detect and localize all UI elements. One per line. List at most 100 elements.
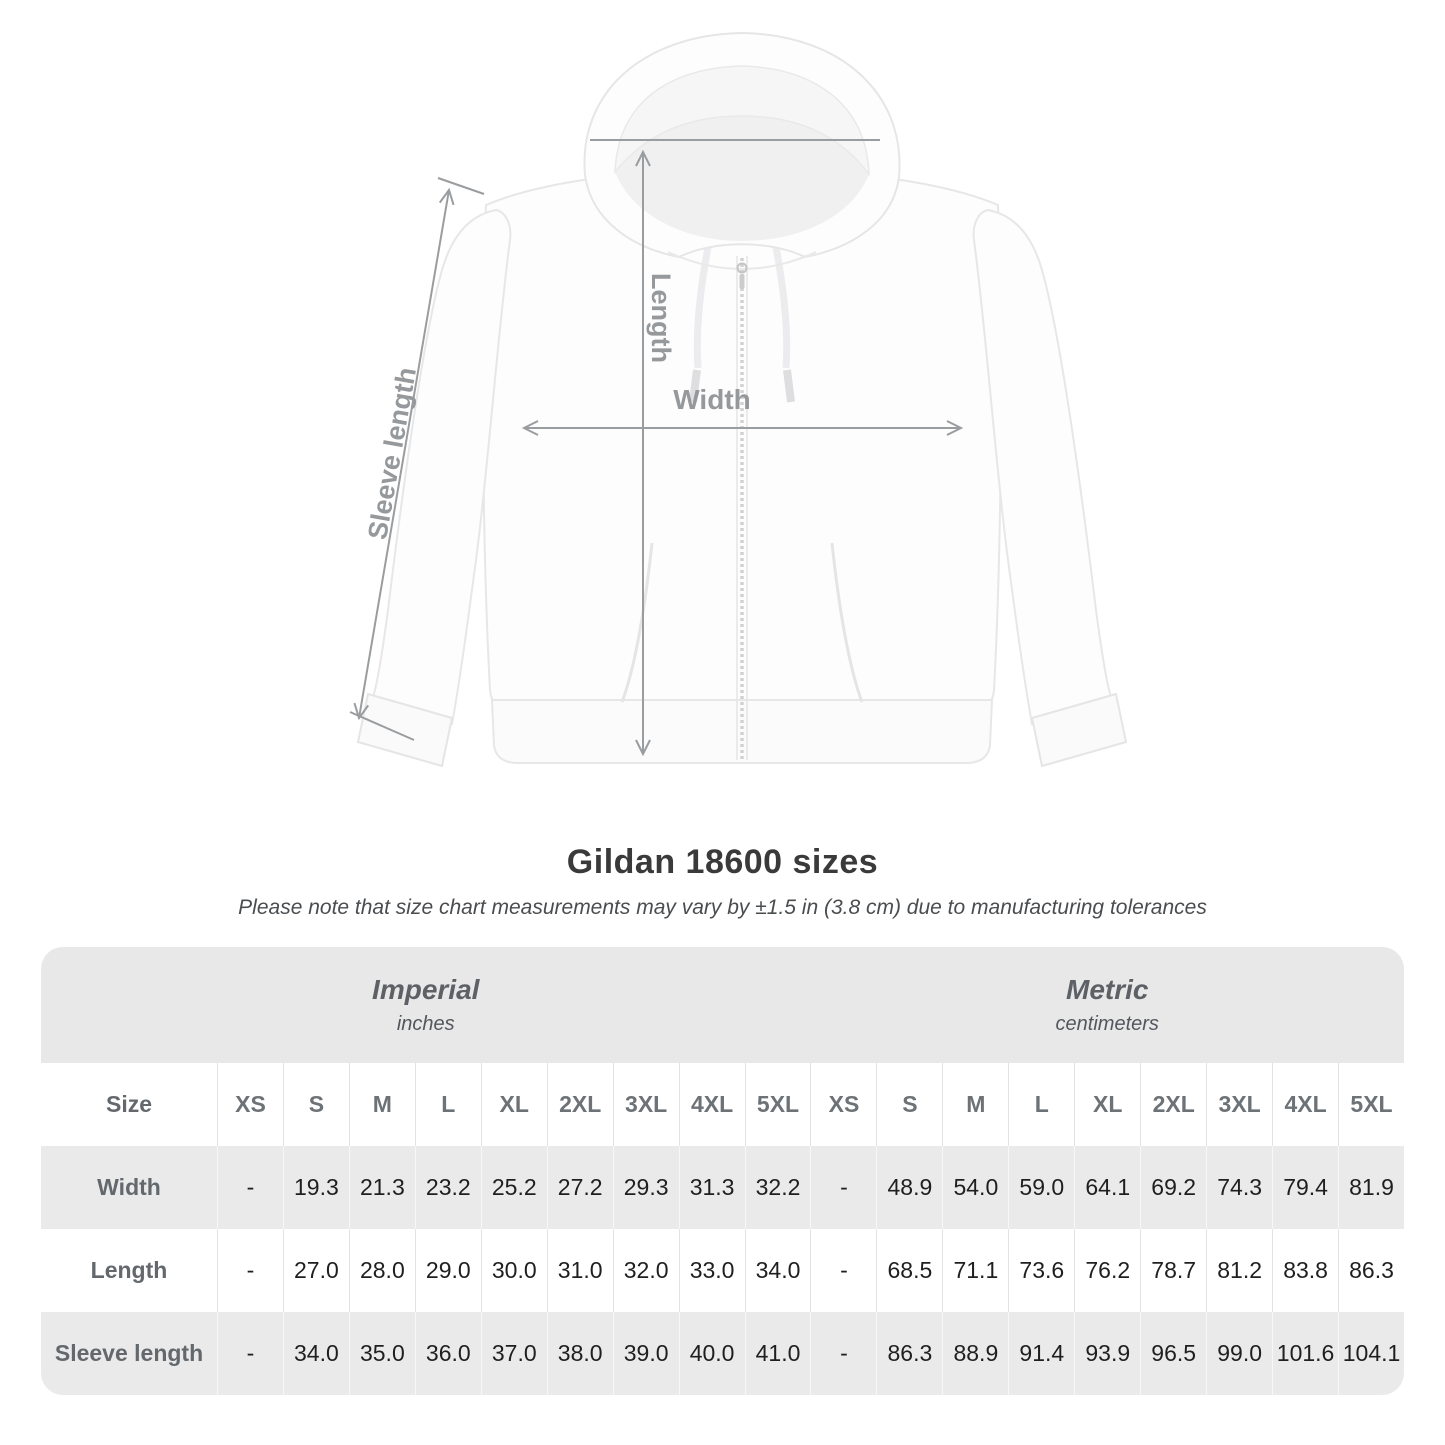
size-column-header: 2XL bbox=[1140, 1063, 1206, 1146]
width-label: Width bbox=[673, 384, 751, 415]
tolerance-note: Please note that size chart measurements… bbox=[238, 896, 1207, 919]
measurement-cell: 88.9 bbox=[942, 1312, 1009, 1395]
measurement-cell: 40.0 bbox=[678, 1312, 745, 1395]
measurement-cell: 83.8 bbox=[1272, 1229, 1338, 1312]
drawstring-aglet bbox=[689, 369, 701, 403]
hood-inner-shadow bbox=[615, 116, 869, 241]
size-column-header: 5XL bbox=[744, 1063, 811, 1146]
measurement-cell: 74.3 bbox=[1206, 1146, 1273, 1229]
measurement-cell: - bbox=[810, 1146, 877, 1229]
measurement-cell: 19.3 bbox=[282, 1146, 349, 1229]
size-column-header: XS bbox=[217, 1063, 283, 1146]
imperial-unit: inches bbox=[396, 1013, 455, 1035]
size-column-header: M bbox=[348, 1063, 415, 1146]
measurement-cell: 104.1 bbox=[1338, 1312, 1404, 1395]
measurement-cell: - bbox=[217, 1229, 283, 1312]
hood-inner-rim bbox=[614, 65, 870, 177]
measurement-cell: 86.3 bbox=[876, 1312, 943, 1395]
measurement-cell: 31.0 bbox=[546, 1229, 613, 1312]
imperial-label: Imperial bbox=[372, 974, 480, 1005]
measurement-cell: 28.0 bbox=[348, 1229, 415, 1312]
measurement-cell: 30.0 bbox=[480, 1229, 547, 1312]
size-column-header: 2XL bbox=[546, 1063, 613, 1146]
measurement-cell: 79.4 bbox=[1272, 1146, 1339, 1229]
measurement-cell: 81.2 bbox=[1206, 1229, 1272, 1312]
row-label: Width bbox=[41, 1146, 217, 1229]
page-title: Gildan 18600 sizes bbox=[566, 843, 879, 881]
metric-unit: centimeters bbox=[1055, 1013, 1159, 1035]
unit-group-header-imperial: Imperial inches bbox=[41, 947, 811, 1063]
size-header-label: Size bbox=[105, 1091, 153, 1117]
size-column-header: L bbox=[1008, 1063, 1074, 1146]
measurement-cell: 73.6 bbox=[1008, 1229, 1074, 1312]
size-column-header: 3XL bbox=[612, 1063, 679, 1146]
size-column-header: XS bbox=[810, 1063, 876, 1146]
measurement-cell: 71.1 bbox=[942, 1229, 1008, 1312]
measurement-cell: 39.0 bbox=[612, 1312, 679, 1395]
measurement-cell: 36.0 bbox=[414, 1312, 481, 1395]
hoodie-diagram: Width Length Sleeve length bbox=[349, 31, 1445, 840]
measurement-cell: 27.2 bbox=[546, 1146, 613, 1229]
measurement-cell: 101.6 bbox=[1272, 1312, 1339, 1395]
measurement-cell: 59.0 bbox=[1008, 1146, 1075, 1229]
size-column-header: M bbox=[942, 1063, 1008, 1146]
measurement-cell: 23.2 bbox=[414, 1146, 481, 1229]
measurement-cell: 34.0 bbox=[282, 1312, 349, 1395]
sleeve-tick-bottom bbox=[349, 711, 415, 741]
size-column-header: 5XL bbox=[1338, 1063, 1404, 1146]
length-label: Length bbox=[646, 273, 676, 363]
size-column-header: S bbox=[876, 1063, 942, 1146]
measurement-cell: 21.3 bbox=[348, 1146, 415, 1229]
size-column-header: XL bbox=[1074, 1063, 1140, 1146]
measurement-cell: 91.4 bbox=[1008, 1312, 1075, 1395]
zipper-slider bbox=[736, 262, 748, 274]
measurement-cell: 96.5 bbox=[1140, 1312, 1207, 1395]
measurement-cell: 76.2 bbox=[1074, 1229, 1140, 1312]
measurement-cell: 37.0 bbox=[480, 1312, 547, 1395]
size-column-header: XL bbox=[480, 1063, 547, 1146]
measurement-cell: 78.7 bbox=[1140, 1229, 1206, 1312]
size-table: Imperial inches Metric centimeters Size … bbox=[41, 947, 1404, 1395]
measurement-cell: 33.0 bbox=[678, 1229, 745, 1312]
measurement-cell: 32.0 bbox=[612, 1229, 679, 1312]
measurement-cell: - bbox=[217, 1312, 283, 1395]
size-column-header: 3XL bbox=[1206, 1063, 1272, 1146]
measurement-cell: 86.3 bbox=[1338, 1229, 1404, 1312]
measurement-cell: - bbox=[810, 1229, 876, 1312]
sleeve-arrow bbox=[353, 187, 455, 721]
row-label: Length bbox=[90, 1257, 168, 1283]
metric-label: Metric bbox=[1066, 974, 1149, 1005]
measurement-cell: 48.9 bbox=[876, 1146, 943, 1229]
zipper bbox=[736, 256, 748, 760]
size-column-header: 4XL bbox=[1272, 1063, 1338, 1146]
measurement-cell: 29.0 bbox=[414, 1229, 481, 1312]
unit-group-header-metric: Metric centimeters bbox=[810, 947, 1404, 1063]
zipper-pull bbox=[739, 274, 745, 289]
measurement-cell: 54.0 bbox=[942, 1146, 1009, 1229]
measurement-cell: 35.0 bbox=[348, 1312, 415, 1395]
size-column-header: L bbox=[414, 1063, 481, 1146]
hoodie-hem-band bbox=[490, 699, 994, 764]
measurement-cell: 29.3 bbox=[612, 1146, 679, 1229]
row-label: Sleeve length bbox=[41, 1312, 217, 1395]
measurement-cell: 38.0 bbox=[546, 1312, 613, 1395]
measurement-cell: 25.2 bbox=[480, 1146, 547, 1229]
measurement-cell: 64.1 bbox=[1074, 1146, 1141, 1229]
sleeve-tick-top bbox=[437, 177, 485, 195]
neckline-seam bbox=[667, 251, 817, 270]
measurement-cell: 68.5 bbox=[876, 1229, 942, 1312]
measurement-cell: - bbox=[810, 1312, 877, 1395]
size-column-header: S bbox=[282, 1063, 349, 1146]
size-column-header: 4XL bbox=[678, 1063, 745, 1146]
measurement-cell: 31.3 bbox=[678, 1146, 745, 1229]
measurement-annotations bbox=[349, 139, 964, 757]
measurement-cell: 32.2 bbox=[744, 1146, 811, 1229]
measurement-cell: 93.9 bbox=[1074, 1312, 1141, 1395]
measurement-cell: 81.9 bbox=[1338, 1146, 1404, 1229]
measurement-cell: 27.0 bbox=[282, 1229, 349, 1312]
measurement-cell: 69.2 bbox=[1140, 1146, 1207, 1229]
measurement-cell: - bbox=[217, 1146, 283, 1229]
measurement-cell: 99.0 bbox=[1206, 1312, 1273, 1395]
measurement-cell: 34.0 bbox=[744, 1229, 811, 1312]
